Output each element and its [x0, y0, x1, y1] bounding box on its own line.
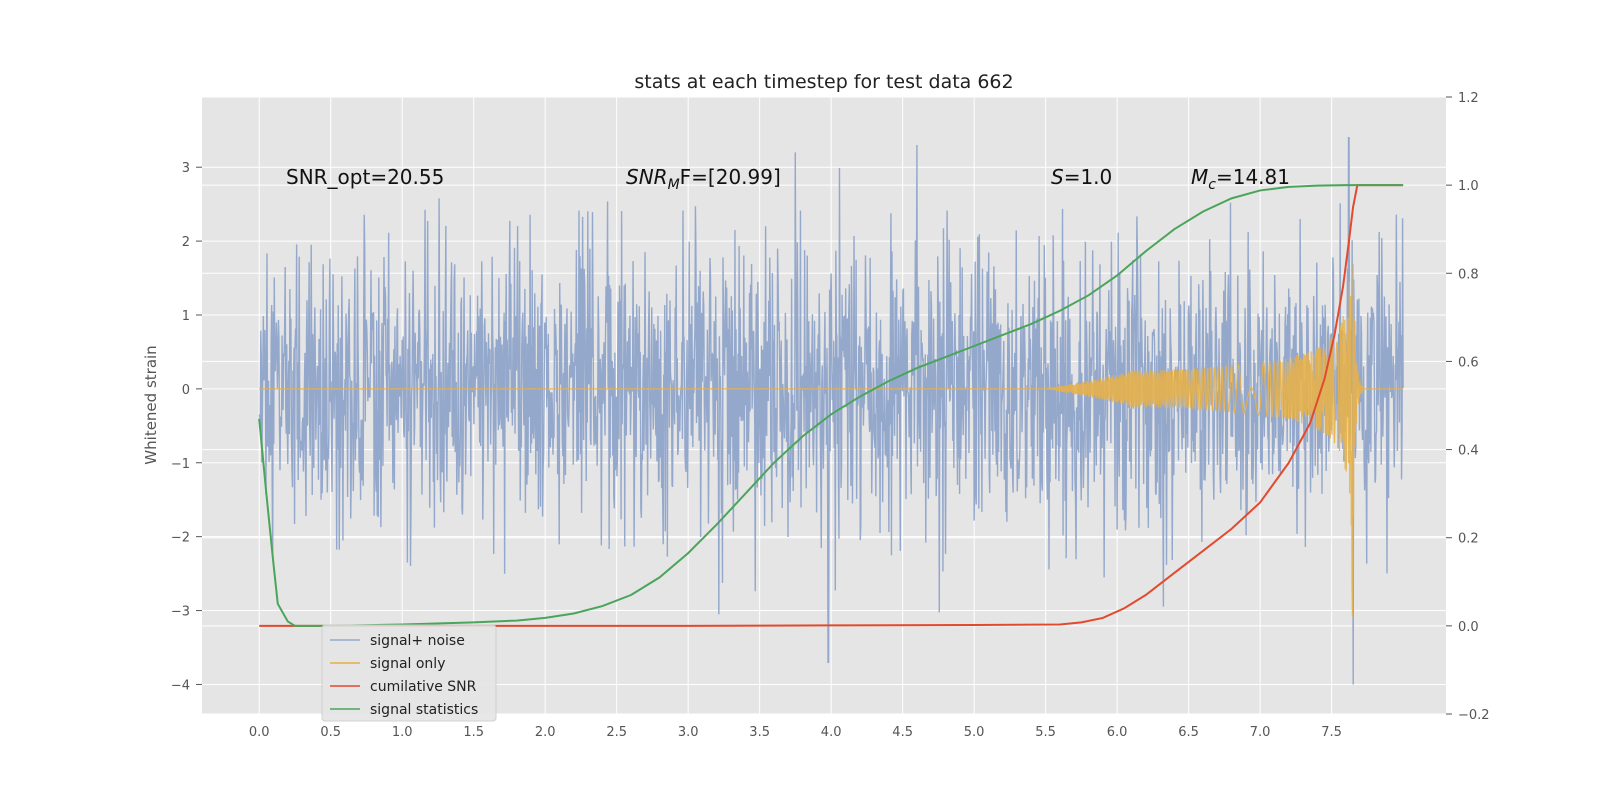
ticks: 0.0 0.5 1.0 1.5 2.0 2.5 3.0 3.5 4.0 4.5 5.0 5.5 6.0 6…: [171, 91, 1490, 740]
y2-tick-label: 1.2: [1458, 91, 1479, 106]
x-tick-label: 4.0: [821, 725, 842, 740]
plot-series: [258, 136, 1404, 685]
x-tick-label: 0.0: [249, 725, 270, 740]
chart-title: stats at each timestep for test data 662: [634, 71, 1013, 93]
x-tick-label: 3.5: [749, 725, 770, 740]
x-tick-label: 7.0: [1250, 725, 1271, 740]
series-cumulative-snr: [259, 184, 1404, 627]
series-signal-statistics: [258, 184, 1404, 627]
annotations: SNR_opt=20.55 SNRMF=[20.99] S=1.0 Mc=14.…: [286, 165, 1290, 193]
y2-tick-label: 0.0: [1458, 620, 1479, 635]
y2-tick-label: 0.6: [1458, 355, 1479, 370]
x-tick-label: 5.5: [1035, 725, 1056, 740]
x-tick-label: 4.5: [892, 725, 913, 740]
legend-label-signal-noise: signal+ noise: [370, 633, 465, 649]
x-tick-label: 2.0: [535, 725, 556, 740]
annotation-s: S=1.0: [1051, 165, 1112, 189]
y-tick-label: −4: [171, 678, 190, 693]
y-axis-label: Whitened strain: [142, 345, 160, 464]
legend-label-signal-statistics: signal statistics: [370, 702, 478, 718]
x-tick-label: 0.5: [320, 725, 341, 740]
series-signal-only: [259, 264, 1404, 617]
legend-label-cumulative-snr: cumilative SNR: [370, 679, 477, 695]
y-tick-label: 3: [182, 161, 190, 176]
x-tick-label: 7.5: [1321, 725, 1342, 740]
x-tick-label: 3.0: [678, 725, 699, 740]
x-tick-label: 6.0: [1107, 725, 1128, 740]
annotation-mc: Mc=14.81: [1191, 165, 1290, 193]
annotation-snr-mf: SNRMF=[20.99]: [626, 165, 781, 193]
y2-tick-label: −0.2: [1458, 708, 1490, 723]
x-tick-label: 1.5: [463, 725, 484, 740]
y-tick-label: 0: [182, 383, 190, 398]
x-tick-label: 1.0: [392, 725, 413, 740]
legend-label-signal-only: signal only: [370, 656, 445, 672]
annotation-snr-opt: SNR_opt=20.55: [286, 165, 444, 189]
x-tick-label: 6.5: [1178, 725, 1199, 740]
y-tick-label: 2: [182, 235, 190, 250]
y-tick-label: 1: [182, 309, 190, 324]
y2-tick-label: 0.2: [1458, 532, 1479, 547]
y2-tick-label: 0.8: [1458, 267, 1479, 282]
legend-box: [321, 624, 497, 722]
y-tick-label: −2: [171, 531, 190, 546]
legend: signal+ noise signal only cumilative SNR…: [321, 624, 497, 722]
y-tick-label: −3: [171, 605, 190, 620]
y2-tick-label: 0.4: [1458, 444, 1479, 459]
y-tick-label: −1: [171, 457, 190, 472]
x-tick-label: 5.0: [964, 725, 985, 740]
x-tick-label: 2.5: [606, 725, 627, 740]
y2-tick-label: 1.0: [1458, 179, 1479, 194]
